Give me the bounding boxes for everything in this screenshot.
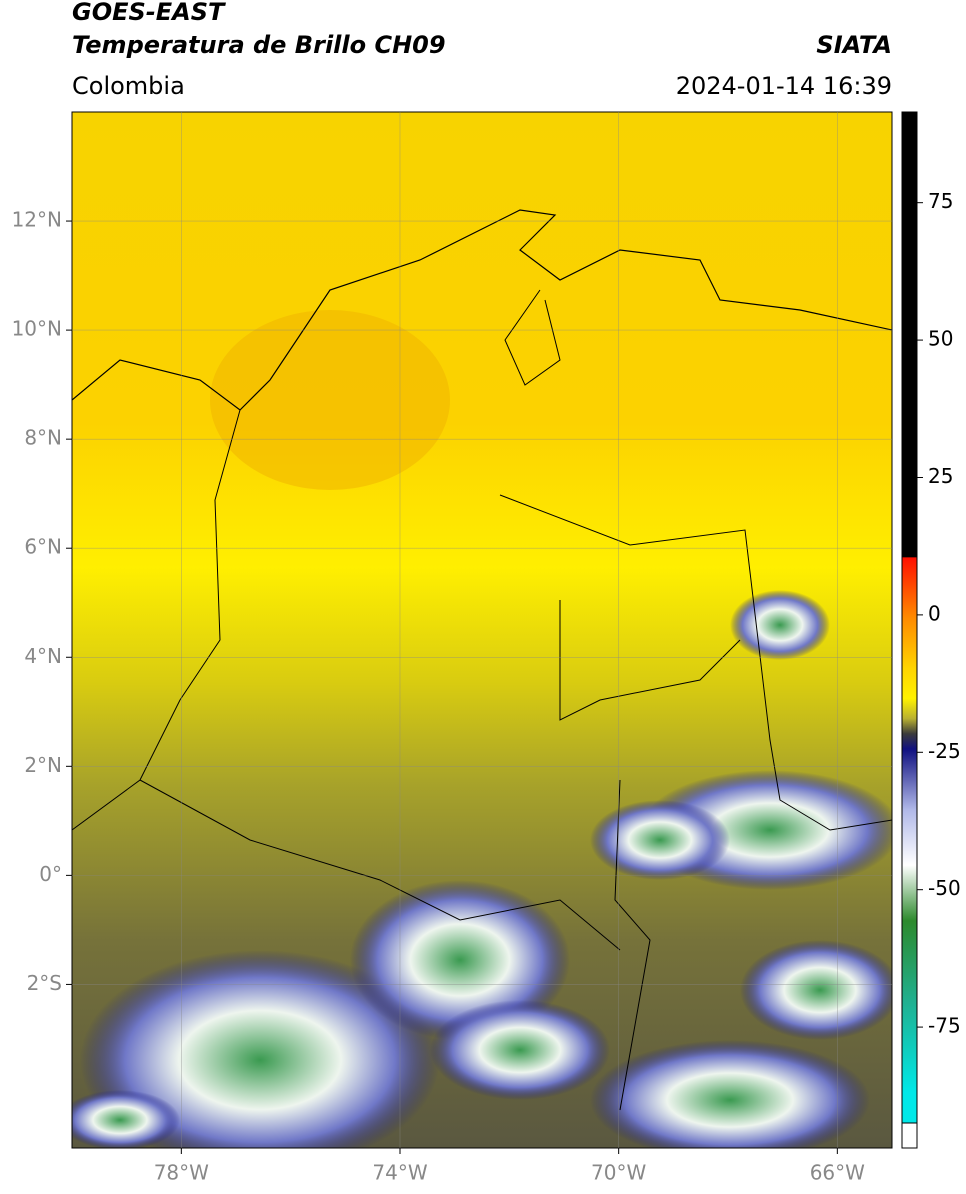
- x-tick-label: 78°W: [154, 1161, 209, 1185]
- colorbar-tick-label: 0: [928, 601, 941, 625]
- colorbar-tick-label: -75: [928, 1014, 961, 1038]
- y-tick-label: 10°N: [12, 317, 62, 341]
- y-tick-label: 4°N: [24, 644, 62, 668]
- colorbar-frame: [901, 111, 918, 1149]
- region: Colombia: [72, 72, 185, 100]
- colorbar-extend: [901, 1122, 918, 1149]
- x-tick-label: 74°W: [372, 1161, 427, 1185]
- colorbar-tick-label: -25: [928, 739, 961, 763]
- y-tick-label: 6°N: [24, 535, 62, 559]
- y-tick-label: 2°N: [24, 753, 62, 777]
- y-tick-label: 2°S: [27, 971, 62, 995]
- subtitle: Temperatura de Brillo CH09: [72, 31, 446, 59]
- colorbar-tick-label: -50: [928, 876, 961, 900]
- map-frame: [71, 111, 893, 1149]
- colorbar: [902, 112, 917, 1123]
- datetime: 2024-01-14 16:39: [676, 72, 892, 100]
- colorbar-tick-label: 75: [928, 189, 953, 213]
- source: SIATA: [816, 31, 892, 59]
- y-tick-label: 0°: [39, 862, 62, 886]
- x-tick-label: 66°W: [810, 1161, 865, 1185]
- colorbar-tick-label: 50: [928, 327, 953, 351]
- y-tick-label: 8°N: [24, 426, 62, 450]
- y-tick-label: 12°N: [12, 208, 62, 232]
- title: GOES-EAST: [72, 0, 226, 26]
- colorbar-tick-label: 25: [928, 464, 953, 488]
- satellite-image: [72, 112, 892, 1148]
- x-tick-label: 70°W: [591, 1161, 646, 1185]
